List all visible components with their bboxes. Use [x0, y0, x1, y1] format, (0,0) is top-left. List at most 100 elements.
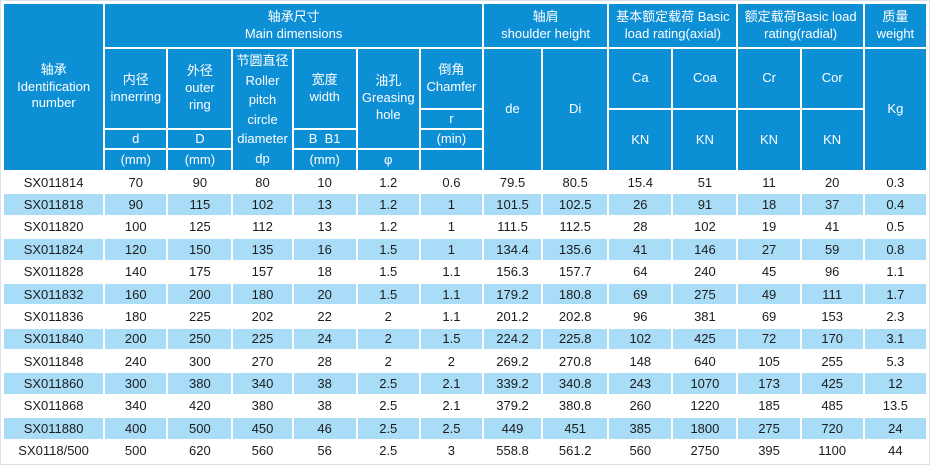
value-cell: 111	[800, 282, 864, 306]
value-cell: 69	[608, 282, 673, 306]
header-ca: Ca	[608, 48, 673, 109]
value-cell: 102	[608, 327, 673, 350]
value-cell: 175	[167, 260, 233, 283]
value-cell: 115	[167, 193, 233, 216]
value-cell: 275	[737, 417, 801, 440]
value-cell: 13	[292, 193, 357, 216]
value-cell: 102	[672, 215, 738, 239]
value-cell: 395	[737, 439, 801, 462]
header-de: de	[482, 48, 543, 171]
value-cell: 19	[737, 215, 801, 239]
value-cell: 2	[356, 305, 420, 328]
header-load-rating-axial: 基本额定载荷 Basic load rating(axial)	[608, 3, 738, 48]
value-cell: 24	[292, 327, 357, 350]
header-width: 宽度 width	[292, 48, 357, 129]
value-cell: 2	[356, 350, 420, 373]
value-cell: 250	[167, 327, 233, 350]
value-cell: 2.5	[356, 417, 420, 440]
header-main-dimensions: 轴承尺寸 Main dimensions	[104, 3, 483, 48]
value-cell: 2.5	[356, 372, 420, 395]
value-cell: 1	[419, 215, 483, 239]
table-row: SX011860 300 380 340 38 2.5 2.1 339.2 340.8 243 10…	[3, 372, 927, 395]
value-cell: 2750	[672, 439, 738, 462]
value-cell: 425	[672, 327, 738, 350]
value-cell: 41	[800, 215, 864, 239]
value-cell: 243	[608, 372, 673, 395]
value-cell: 64	[608, 260, 673, 283]
value-cell: 2.5	[356, 439, 420, 462]
value-cell: 269.2	[482, 350, 543, 373]
value-cell: 72	[737, 327, 801, 350]
value-cell: 170	[800, 327, 864, 350]
bearing-id-cell: SX011848	[3, 350, 105, 373]
value-cell: 11	[737, 171, 801, 194]
value-cell: 180.8	[542, 282, 609, 306]
value-cell: 270.8	[542, 350, 609, 373]
value-cell: 22	[292, 305, 357, 328]
value-cell: 101.5	[482, 193, 543, 216]
header-inner-ring: 内径 innerring	[104, 48, 168, 129]
value-cell: 153	[800, 305, 864, 328]
value-cell: 156.3	[482, 260, 543, 283]
value-cell: 1.7	[863, 282, 927, 306]
value-cell: 1.1	[419, 305, 483, 328]
value-cell: 18	[292, 260, 357, 283]
value-cell: 185	[737, 394, 801, 418]
value-cell: 105	[737, 350, 801, 373]
value-cell: 120	[104, 238, 168, 261]
table-row: SX011828 140 175 157 18 1.5 1.1 156.3 157.7 64 240…	[3, 260, 927, 283]
value-cell: 112.5	[542, 215, 609, 239]
value-cell: 485	[800, 394, 864, 418]
value-cell: 2.5	[356, 394, 420, 418]
value-cell: 201.2	[482, 305, 543, 328]
value-cell: 20	[800, 171, 864, 194]
table-row: SX011818 90 115 102 13 1.2 1 101.5 102.5 26 91 18 37…	[3, 193, 927, 216]
header-chamfer: 倒角 Chamfer	[419, 48, 483, 109]
value-cell: 157	[232, 260, 293, 283]
table-row: SX011840 200 250 225 24 2 1.5 224.2 225.8 102 425 7…	[3, 327, 927, 350]
value-cell: 3	[419, 439, 483, 462]
value-cell: 90	[104, 193, 168, 216]
value-cell: 79.5	[482, 171, 543, 194]
value-cell: 2.3	[863, 305, 927, 328]
bearing-id-cell: SX0118/500	[3, 439, 105, 462]
value-cell: 157.7	[542, 260, 609, 283]
value-cell: 1.5	[356, 260, 420, 283]
bearing-id-cell: SX011820	[3, 215, 105, 239]
header-b-b1: B B1	[292, 129, 357, 149]
header-load-rating-radial: 额定载荷Basic load rating(radial)	[737, 3, 864, 48]
value-cell: 500	[104, 439, 168, 462]
value-cell: 300	[104, 372, 168, 395]
value-cell: 2.5	[419, 417, 483, 440]
value-cell: 38	[292, 372, 357, 395]
table-row: SX011836 180 225 202 22 2 1.1 201.2 202.8 96 381 69…	[3, 305, 927, 328]
value-cell: 202.8	[542, 305, 609, 328]
value-cell: 400	[104, 417, 168, 440]
value-cell: 180	[232, 282, 293, 306]
value-cell: 620	[167, 439, 233, 462]
value-cell: 59	[800, 238, 864, 261]
value-cell: 51	[672, 171, 738, 194]
value-cell: 90	[167, 171, 233, 194]
value-cell: 340.8	[542, 372, 609, 395]
value-cell: 380.8	[542, 394, 609, 418]
value-cell: 20	[292, 282, 357, 306]
value-cell: 275	[672, 282, 738, 306]
table-row: SX011820 100 125 112 13 1.2 1 111.5 112.5 28 102 19…	[3, 215, 927, 239]
value-cell: 224.2	[482, 327, 543, 350]
value-cell: 240	[672, 260, 738, 283]
value-cell: 200	[167, 282, 233, 306]
table-header: 轴承 Identification number 轴承尺寸 Main dimen…	[3, 3, 927, 171]
value-cell: 112	[232, 215, 293, 239]
value-cell: 558.8	[482, 439, 543, 462]
value-cell: 200	[104, 327, 168, 350]
value-cell: 150	[167, 238, 233, 261]
value-cell: 255	[800, 350, 864, 373]
value-cell: 1.5	[356, 238, 420, 261]
header-mm-width: (mm)	[292, 149, 357, 171]
header-di: Di	[542, 48, 609, 171]
header-mm-outer: (mm)	[167, 149, 233, 171]
value-cell: 18	[737, 193, 801, 216]
value-cell: 180	[104, 305, 168, 328]
